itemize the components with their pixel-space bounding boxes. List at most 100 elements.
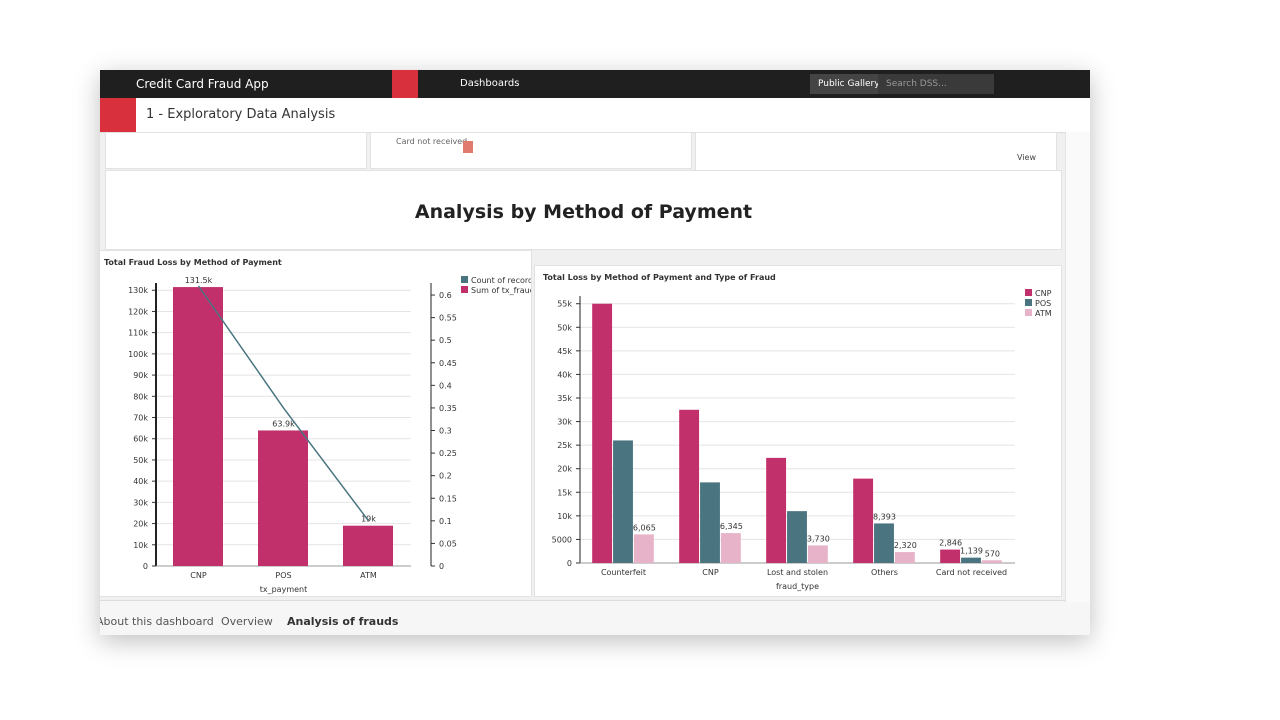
bar [679, 409, 700, 563]
bar [613, 440, 633, 563]
x-tick-label: CNP [190, 571, 207, 580]
chart-tile: Total Fraud Loss by Method of Payment 0 10… [100, 250, 554, 597]
bar [720, 533, 741, 563]
tick-label: 35k [557, 394, 572, 403]
tick-label: 0 [143, 562, 148, 571]
tick-label: 30k [557, 418, 572, 427]
tick-label: 90k [133, 371, 148, 380]
x-tick-label: Others [871, 568, 898, 577]
line [197, 285, 370, 522]
tick-label: 0.55 [439, 314, 457, 323]
top-bar: Credit Card Fraud App Dashboards Public … [100, 70, 1090, 98]
app-name[interactable]: Credit Card Fraud App [136, 77, 269, 91]
tick-label: 25k [557, 441, 572, 450]
legend-label: Sum of tx_fraud_loss [471, 286, 531, 295]
legend-label: CNP [1035, 289, 1052, 298]
tick-label: 80k [133, 392, 148, 401]
tick-label: 0.35 [439, 404, 457, 413]
data-label: 3,730 [807, 534, 830, 543]
tick-label: 10k [133, 541, 148, 550]
legend-label: ATM [1035, 309, 1052, 318]
tick-label: 40k [557, 370, 572, 379]
nav-dashboards[interactable]: Dashboards [460, 78, 520, 89]
tick-label: 5000 [552, 535, 572, 544]
tick-label: 15k [557, 488, 572, 497]
tick-label: 0.5 [439, 336, 452, 345]
chart-tile: Total Loss by Method of Payment and Type… [534, 265, 1062, 597]
fragment-bar [463, 141, 473, 153]
legend-swatch [461, 286, 468, 293]
data-label: 8,393 [873, 512, 896, 521]
tick-label: 20k [557, 465, 572, 474]
tick-label: 40k [133, 477, 148, 486]
tick-label: 0 [567, 559, 572, 568]
bar [894, 552, 915, 563]
legend-label: Count of records [471, 276, 531, 285]
x-axis-label: tx_payment [260, 585, 308, 594]
view-button[interactable]: View [1017, 153, 1036, 162]
data-label: 2,320 [894, 541, 917, 550]
legend-label: POS [1035, 299, 1051, 308]
tick-label: 0.3 [439, 427, 452, 436]
legend-swatch [461, 276, 468, 283]
tab[interactable]: About this dashboard [100, 615, 214, 628]
tab[interactable]: Analysis of frauds [287, 615, 399, 628]
bar [343, 525, 393, 566]
x-tick-label: Lost and stolen [767, 568, 828, 577]
data-label: 19k [361, 515, 376, 524]
fragment-label: Card not received [396, 137, 468, 146]
tick-label: 10k [557, 512, 572, 521]
dashboard-icon[interactable] [392, 70, 418, 98]
bar [173, 287, 223, 566]
app-window: Credit Card Fraud App Dashboards Public … [100, 70, 1090, 635]
tick-label: 0.25 [439, 449, 457, 458]
public-gallery[interactable]: Public Gallery [810, 74, 888, 94]
page-title: 1 - Exploratory Data Analysis [146, 107, 336, 122]
tick-label: 55k [557, 300, 572, 309]
bar [961, 557, 981, 563]
bar [787, 511, 807, 563]
chart: Total Loss by Method of Payment and Type… [543, 273, 1052, 591]
bar [874, 523, 894, 563]
sub-bar: 1 - Exploratory Data Analysis [100, 98, 1090, 133]
x-tick-label: ATM [360, 571, 377, 580]
tick-label: 0.05 [439, 539, 457, 548]
data-label: 6,345 [720, 522, 743, 531]
tick-label: 110k [128, 329, 148, 338]
tab-bar [100, 600, 1090, 635]
bar [592, 303, 613, 563]
tick-label: 100k [128, 350, 148, 359]
x-tick-label: Card not received [936, 568, 1007, 577]
tick-label: 50k [557, 323, 572, 332]
tick-label: 130k [128, 286, 148, 295]
tick-label: 0.15 [439, 494, 457, 503]
tick-label: 0.6 [439, 291, 452, 300]
section-tile: Analysis by Method of Payment [105, 170, 1062, 250]
x-axis-label: fraud_type [776, 582, 819, 591]
tick-label: 0.1 [439, 517, 452, 526]
tile: Card not received [370, 132, 692, 169]
data-label: 63.9k [272, 419, 295, 428]
bar [700, 482, 720, 563]
tick-label: 45k [557, 347, 572, 356]
legend-swatch [1025, 289, 1032, 296]
data-label: 6,065 [633, 523, 656, 532]
legend-swatch [1025, 299, 1032, 306]
data-label: 131.5k [185, 276, 213, 285]
tick-label: 0.4 [439, 381, 452, 390]
data-label: 570 [985, 549, 1000, 558]
bar [258, 430, 308, 566]
x-tick-label: CNP [702, 568, 719, 577]
legend-swatch [1025, 309, 1032, 316]
bar [807, 545, 828, 563]
chart: Total Fraud Loss by Method of Payment 0 10… [104, 258, 554, 594]
x-tick-label: POS [275, 571, 291, 580]
bar [766, 457, 787, 563]
tab[interactable]: Overview [221, 615, 273, 628]
x-tick-label: Counterfeit [601, 568, 646, 577]
bar [633, 534, 654, 563]
side-panel [1065, 132, 1090, 602]
page-icon [100, 98, 136, 132]
search-box[interactable]: Search DSS... [878, 74, 994, 94]
